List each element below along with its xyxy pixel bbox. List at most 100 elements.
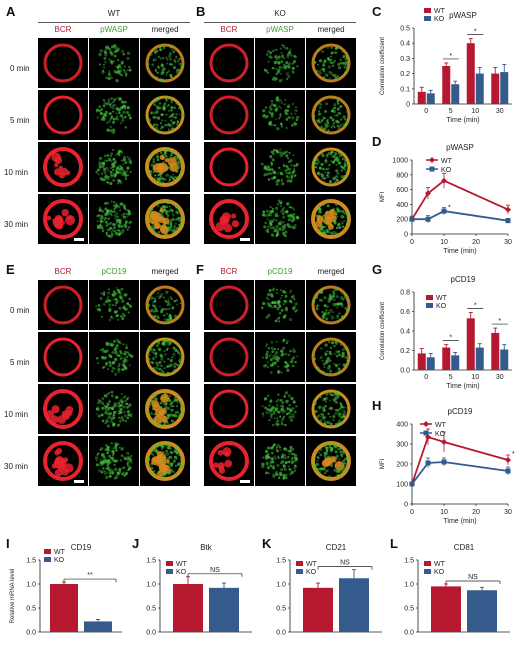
data-point-wt bbox=[505, 206, 511, 213]
bar-wt bbox=[173, 584, 203, 632]
y-tick-label: 0 bbox=[404, 232, 408, 239]
line-chart-pwasp-mfi: pWASP 0 200 400 600 800 1000 0 10 20 30 MFI Time (mi… bbox=[380, 143, 512, 255]
y-tick-label: 0.5 bbox=[146, 606, 156, 613]
series-line-ko bbox=[411, 461, 509, 485]
bar-wt bbox=[431, 586, 461, 632]
bar-ko bbox=[500, 72, 509, 104]
legend-swatch-wt bbox=[426, 295, 433, 300]
bar-ko bbox=[467, 590, 497, 632]
y-axis-label: Correlation coefficient bbox=[380, 37, 386, 95]
series-line-wt bbox=[411, 435, 509, 485]
panel-letter-i: I bbox=[6, 536, 10, 551]
significance-marker: NS bbox=[340, 560, 350, 567]
bar-ko bbox=[84, 621, 112, 632]
group-divider bbox=[38, 22, 190, 23]
row-label-time: 0 min bbox=[10, 306, 30, 315]
x-axis-label: Time (min) bbox=[446, 383, 479, 390]
y-tick-label: 0.5 bbox=[400, 26, 410, 33]
bar-chart-cd19-mrna: CD19 0.0 0.5 1.0 1.5 Relative mRNA level ** WTK… bbox=[10, 543, 122, 637]
bar-wt bbox=[50, 584, 78, 632]
chart-title: CD19 bbox=[71, 543, 92, 552]
micrograph-green bbox=[89, 142, 139, 192]
micrograph-merged bbox=[306, 280, 356, 330]
group-title-wt-top: WT bbox=[107, 9, 121, 18]
bar-ko bbox=[426, 93, 435, 104]
micrograph-merged bbox=[140, 142, 190, 192]
legend-label-wt: WT bbox=[306, 561, 318, 568]
micrograph-green bbox=[255, 38, 305, 88]
micrograph-green bbox=[255, 280, 305, 330]
bar-wt bbox=[491, 332, 500, 370]
y-tick-label: 0.0 bbox=[276, 630, 286, 637]
row-label-time: 10 min bbox=[4, 168, 29, 177]
panel-letter-g: G bbox=[372, 262, 383, 277]
x-tick-label: 0 bbox=[424, 108, 428, 115]
bar-wt bbox=[417, 353, 426, 370]
micrograph-red bbox=[38, 332, 88, 382]
significance-marker: ** bbox=[87, 572, 93, 579]
bar-wt bbox=[491, 73, 500, 104]
legend-swatch-ko bbox=[426, 303, 433, 308]
micrograph-red bbox=[204, 384, 254, 434]
legend-marker-wt bbox=[423, 421, 429, 427]
x-axis-label: Time (min) bbox=[443, 518, 476, 525]
micrograph-merged bbox=[140, 384, 190, 434]
legend-swatch-ko bbox=[166, 569, 173, 574]
data-point-wt bbox=[441, 177, 447, 184]
bar-chart-pwasp-correlation: pWASP 0 0.1 0.2 0.3 0.4 0.5 Correlation coeffic… bbox=[380, 8, 512, 124]
panel-letter-f: F bbox=[196, 262, 204, 277]
panel-letter-a: A bbox=[6, 4, 16, 19]
x-tick-label: 20 bbox=[472, 239, 480, 246]
x-tick-label: 30 bbox=[496, 374, 504, 381]
bar-wt bbox=[466, 43, 475, 104]
chart-title: Btk bbox=[200, 543, 213, 552]
significance-marker: * bbox=[498, 318, 501, 325]
x-tick-label: 20 bbox=[472, 509, 480, 516]
micrograph-merged bbox=[140, 280, 190, 330]
y-axis-label: Correlation coefficient bbox=[380, 302, 386, 360]
significance-marker: * bbox=[512, 451, 515, 458]
micrograph-green bbox=[255, 194, 305, 244]
scale-bar bbox=[74, 480, 84, 483]
y-tick-label: 400 bbox=[396, 202, 408, 209]
y-axis-label: MFI bbox=[380, 192, 386, 203]
y-tick-label: 1.5 bbox=[404, 558, 414, 565]
legend-swatch-wt bbox=[424, 561, 431, 566]
micrograph-red bbox=[204, 332, 254, 382]
chart-title: pWASP bbox=[449, 11, 477, 20]
micrograph-green bbox=[89, 280, 139, 330]
micrograph-green bbox=[89, 436, 139, 486]
bar-wt bbox=[442, 347, 451, 370]
y-tick-label: 1.0 bbox=[146, 582, 156, 589]
y-axis-label: MFI bbox=[380, 459, 386, 470]
bar-wt bbox=[417, 91, 426, 104]
y-tick-label: 300 bbox=[396, 442, 408, 449]
significance-marker: * bbox=[474, 29, 477, 36]
legend-label-ko: KO bbox=[176, 569, 187, 576]
micrograph-red bbox=[38, 280, 88, 330]
x-tick-label: 0 bbox=[410, 509, 414, 516]
legend-marker-wt bbox=[429, 157, 435, 163]
x-tick-label: 5 bbox=[449, 108, 453, 115]
micrograph-merged bbox=[140, 90, 190, 140]
bar-ko bbox=[500, 349, 509, 370]
significance-marker: NS bbox=[468, 574, 478, 581]
micrograph-green bbox=[255, 384, 305, 434]
legend-marker-ko bbox=[423, 430, 429, 436]
y-axis-label: Relative mRNA level bbox=[10, 569, 16, 624]
y-tick-label: 100 bbox=[396, 482, 408, 489]
y-tick-label: 0.2 bbox=[400, 348, 410, 355]
micrograph-merged bbox=[306, 90, 356, 140]
legend-label-wt: WT bbox=[435, 422, 447, 429]
y-tick-label: 0.5 bbox=[26, 606, 36, 613]
legend-swatch-wt bbox=[166, 561, 173, 566]
row-label-time: 30 min bbox=[4, 462, 29, 471]
micrograph-red bbox=[204, 436, 254, 486]
micrograph-red bbox=[38, 90, 88, 140]
x-tick-label: 30 bbox=[496, 108, 504, 115]
y-tick-label: 1.0 bbox=[404, 582, 414, 589]
panel-letter-e: E bbox=[6, 262, 15, 277]
legend-label-wt: WT bbox=[434, 8, 446, 15]
y-tick-label: 0.0 bbox=[146, 630, 156, 637]
